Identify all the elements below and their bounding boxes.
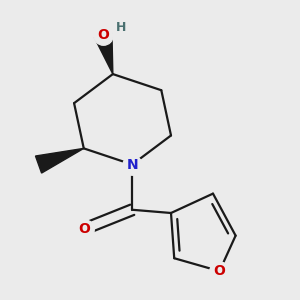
Polygon shape: [94, 33, 113, 74]
Text: O: O: [78, 222, 90, 236]
Text: N: N: [126, 158, 138, 172]
Text: O: O: [214, 264, 225, 278]
Text: O: O: [97, 28, 109, 42]
Polygon shape: [35, 148, 84, 173]
Text: H: H: [116, 21, 126, 34]
